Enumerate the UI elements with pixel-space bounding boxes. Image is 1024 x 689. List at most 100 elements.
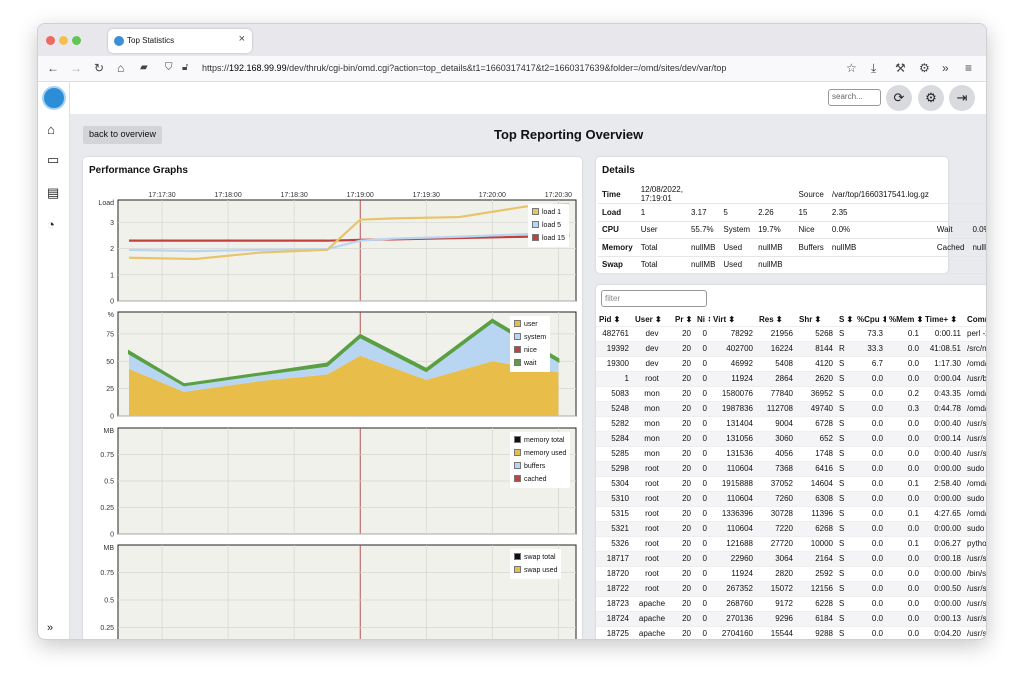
legend-item[interactable]: memory total xyxy=(514,434,566,447)
table-row[interactable]: 18725 apache 20 0 2704160 15544 9288 S 0.0 0.0 0:0… xyxy=(596,625,986,639)
table-row[interactable]: 18720 root 20 0 11924 2820 2592 S 0.0 0.0 0:00.00/… xyxy=(596,565,986,581)
table-cell: 20 xyxy=(672,550,694,566)
details-cell xyxy=(968,185,986,204)
legend-item[interactable]: load 15 xyxy=(532,232,565,245)
column-header[interactable]: Time+ ⬍ xyxy=(925,314,958,324)
close-tab-icon[interactable]: × xyxy=(238,33,245,45)
column-header[interactable]: Comma xyxy=(967,314,986,324)
back-to-overview-button[interactable]: back to overview xyxy=(83,126,163,144)
shield-icon[interactable]: ⛉ xyxy=(165,62,173,73)
forward-arrow-icon[interactable]: → xyxy=(70,61,82,75)
maximize-window-button[interactable] xyxy=(72,36,81,45)
legend-item[interactable]: cached xyxy=(514,473,566,486)
filter-input[interactable]: filter xyxy=(601,290,707,307)
table-cell: S xyxy=(836,550,854,566)
table-row[interactable]: 5326 root 20 0 121688 27720 10000 S 0.0 0.1 0:06.2… xyxy=(596,535,986,551)
legend-item[interactable]: buffers xyxy=(514,460,566,473)
details-cell: Wait xyxy=(932,221,969,239)
table-row[interactable]: 482761 dev 20 0 78292 21956 5268 S 73.3 0.1 0:00.1… xyxy=(596,325,986,341)
column-header[interactable]: Ni ⬍ xyxy=(697,314,710,324)
table-cell: 20 xyxy=(672,475,694,491)
legend-item[interactable]: user xyxy=(514,318,546,331)
table-row[interactable]: 19392 dev 20 0 402700 16224 8144 R 33.3 0.0 41:08.… xyxy=(596,340,986,356)
legend-item[interactable]: system xyxy=(514,331,546,344)
table-row[interactable]: 1 root 20 0 11924 2864 2620 S 0.0 0.0 0:00.04/usr/… xyxy=(596,370,986,386)
url-bar[interactable]: https://192.168.99.99/dev/thruk/cgi-bin/… xyxy=(202,63,726,73)
legend-item[interactable]: load 1 xyxy=(532,206,565,219)
table-cell: 402700 xyxy=(710,340,756,356)
table-cell: 20 xyxy=(672,580,694,596)
download-icon[interactable]: ⤓ xyxy=(871,61,877,75)
back-arrow-icon[interactable]: ← xyxy=(47,61,59,75)
minimize-window-button[interactable] xyxy=(59,36,68,45)
table-row[interactable]: 5285 mon 20 0 131536 4056 1748 S 0.0 0.0 0:00.40/u… xyxy=(596,445,986,461)
gauge-icon[interactable]: ◔ xyxy=(47,217,55,232)
logout-button[interactable]: ⇥ xyxy=(949,85,975,111)
table-cell: 0 xyxy=(694,385,710,401)
legend-item[interactable]: load 5 xyxy=(532,219,565,232)
home-page-icon[interactable]: ⌂ xyxy=(117,61,125,75)
column-header[interactable]: Pid ⬍ xyxy=(599,314,621,324)
table-cell: /usr/sb xyxy=(964,430,986,446)
time-tick-label: 17:18:00 xyxy=(214,192,241,199)
search-input[interactable]: search... xyxy=(828,89,881,106)
table-row[interactable]: 19300 dev 20 0 46992 5408 4120 S 6.7 0.0 1:17.30/o… xyxy=(596,355,986,371)
table-row[interactable]: 18717 root 20 0 22960 3064 2164 S 0.0 0.0 0:00.18/… xyxy=(596,550,986,566)
refresh-button[interactable]: ⟳ xyxy=(886,85,912,111)
bookmark-star-icon[interactable]: ☆ xyxy=(846,61,857,75)
table-row[interactable]: 18722 root 20 0 267352 15072 12156 S 0.0 0.0 0:00.… xyxy=(596,580,986,596)
table-row[interactable]: 5315 root 20 0 1336396 30728 11396 S 0.0 0.1 4:27.… xyxy=(596,505,986,521)
details-cell: System xyxy=(719,221,755,239)
table-row[interactable]: 5321 root 20 0 110604 7220 6268 S 0.0 0.0 0:00.00 s… xyxy=(596,520,986,536)
column-header[interactable]: Shr ⬍ xyxy=(799,314,822,324)
table-cell: 0:00.00 xyxy=(922,595,964,611)
extension-icon[interactable]: ▰ xyxy=(140,62,148,73)
table-cell: 20 xyxy=(672,445,694,461)
details-cell: /var/top/1660317541.log.gz xyxy=(827,185,933,204)
settings-button[interactable]: ⚙ xyxy=(918,85,944,111)
settings-gear-icon[interactable]: ⚙ xyxy=(919,61,930,75)
table-cell: 11924 xyxy=(710,565,756,581)
table-row[interactable]: 18723 apache 20 0 268760 9172 6228 S 0.0 0.0 0:00.… xyxy=(596,595,986,611)
expand-icon[interactable]: » xyxy=(47,622,54,634)
table-cell: 112708 xyxy=(756,400,796,416)
close-window-button[interactable] xyxy=(46,36,55,45)
table-row[interactable]: 5284 mon 20 0 131056 3060 652 S 0.0 0.0 0:00.14/us… xyxy=(596,430,986,446)
monitor-icon[interactable]: ▭ xyxy=(47,152,60,167)
table-row[interactable]: 5248 mon 20 0 1987836 112708 49740 S 0.0 0.3 0:44.… xyxy=(596,400,986,416)
column-header[interactable]: Res ⬍ xyxy=(759,314,783,324)
book-icon[interactable]: ▤ xyxy=(47,185,60,200)
table-row[interactable]: 18724 apache 20 0 270136 9296 6184 S 0.0 0.0 0:00.… xyxy=(596,610,986,626)
column-header[interactable]: Pr ⬍ xyxy=(675,314,693,324)
table-cell: 33.3 xyxy=(854,340,886,356)
table-cell: /usr/sb xyxy=(964,595,986,611)
home-icon[interactable]: ⌂ xyxy=(47,122,55,137)
column-header[interactable]: %Cpu ⬍ xyxy=(857,314,886,324)
table-cell: dev xyxy=(632,355,672,371)
menu-icon[interactable]: ≡ xyxy=(965,61,973,75)
table-cell: 1915888 xyxy=(710,475,756,491)
table-row[interactable]: 5298 root 20 0 110604 7368 6416 S 0.0 0.0 0:00.00 s… xyxy=(596,460,986,476)
reload-icon[interactable]: ↻ xyxy=(94,61,105,75)
legend-item[interactable]: wait xyxy=(514,357,546,370)
legend-item[interactable]: nice xyxy=(514,344,546,357)
table-row[interactable]: 5282 mon 20 0 131404 9004 6728 S 0.0 0.0 0:00.40/u… xyxy=(596,415,986,431)
table-cell: 0:00.40 xyxy=(922,415,964,431)
table-cell: 2620 xyxy=(796,370,836,386)
legend-item[interactable]: memory used xyxy=(514,447,566,460)
legend-item[interactable]: swap used xyxy=(514,564,557,577)
column-header[interactable]: User ⬍ xyxy=(635,314,662,324)
column-header[interactable]: S ⬍ xyxy=(839,314,854,324)
wrench-icon[interactable]: ⚒ xyxy=(895,61,906,75)
column-header[interactable]: %Mem ⬍ xyxy=(889,314,922,324)
column-header[interactable]: Virt ⬍ xyxy=(713,314,736,324)
table-cell: 20 xyxy=(672,370,694,386)
table-cell: 0 xyxy=(694,400,710,416)
thruk-logo[interactable] xyxy=(42,86,66,110)
tab-top-statistics[interactable]: Top Statistics × xyxy=(108,29,252,53)
table-row[interactable]: 5304 root 20 0 1915888 37052 14604 S 0.0 0.1 2:58.… xyxy=(596,475,986,491)
table-row[interactable]: 5310 root 20 0 110604 7260 6308 S 0.0 0.0 0:00.00 s… xyxy=(596,490,986,506)
table-row[interactable]: 5083 mon 20 0 1580076 77840 36952 S 0.0 0.2 0:43.3… xyxy=(596,385,986,401)
legend-item[interactable]: swap total xyxy=(514,551,557,564)
more-tools-icon[interactable]: » xyxy=(942,61,949,75)
